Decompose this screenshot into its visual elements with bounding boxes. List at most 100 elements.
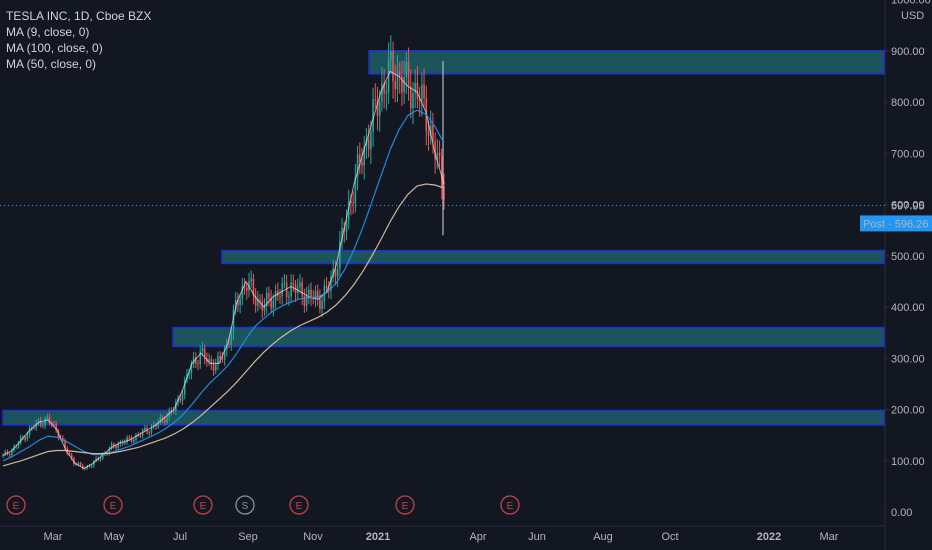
y-tick-label: 200.00 <box>891 405 925 417</box>
candle-body <box>101 454 104 459</box>
event-marker-label: E <box>507 501 514 512</box>
candle-body <box>341 227 343 242</box>
candle-body <box>201 347 204 352</box>
candle-body <box>356 154 359 177</box>
candle-body <box>183 380 186 395</box>
candle-body <box>99 458 102 460</box>
indicator-ma9[interactable]: MA (9, close, 0) <box>6 25 90 39</box>
candle-body <box>370 132 372 150</box>
candle-body <box>124 442 126 444</box>
candle-body <box>279 296 281 298</box>
x-tick-label: Mar <box>820 531 839 543</box>
candle-body <box>121 441 124 444</box>
x-tick-label: 2022 <box>757 531 781 543</box>
candle-body <box>188 373 190 375</box>
candle-body <box>398 71 401 77</box>
candle-body <box>44 418 46 426</box>
indicator-ma50[interactable]: MA (50, close, 0) <box>6 57 97 71</box>
x-tick-label: Jul <box>173 531 187 543</box>
candle-body <box>334 268 337 277</box>
candle-body <box>308 289 310 296</box>
candle-body <box>62 437 64 441</box>
candle-body <box>285 282 288 297</box>
candle-body <box>312 298 315 300</box>
candle-body <box>70 454 73 459</box>
candle-body <box>288 296 290 298</box>
candle-body <box>259 299 261 301</box>
candle-body <box>93 460 95 466</box>
event-marker-label: E <box>110 501 117 512</box>
symbol-title[interactable]: TESLA INC, 1D, Cboe BZX <box>6 9 152 23</box>
candle-body <box>352 202 354 204</box>
candle-body <box>130 438 133 442</box>
candle-body <box>350 201 352 203</box>
candle-body <box>272 300 275 309</box>
chart-legend: TESLA INC, 1D, Cboe BZX MA (9, close, 0)… <box>6 8 151 72</box>
x-tick-label: Jun <box>528 531 546 543</box>
candle-body <box>367 139 370 150</box>
candle-body <box>407 62 410 87</box>
candle-body <box>254 295 257 306</box>
candle-body <box>243 286 246 288</box>
candle-body <box>48 417 51 423</box>
candle-body <box>381 83 383 102</box>
x-tick-label: Oct <box>661 531 678 543</box>
candle-body <box>421 84 423 102</box>
candle-body <box>325 285 328 289</box>
candle-body <box>24 437 26 440</box>
support-resistance-zone <box>221 249 885 265</box>
candle-body <box>17 443 20 447</box>
candle-body <box>339 241 341 270</box>
candle-body <box>268 293 270 299</box>
candle-body <box>15 446 18 448</box>
candle-body <box>383 83 385 94</box>
y-tick-label: 600.00 <box>891 200 925 212</box>
currency-label: USD <box>901 10 924 22</box>
candle-body <box>75 464 77 466</box>
candle-body <box>330 276 332 291</box>
candle-body <box>217 355 219 365</box>
candle-body <box>126 437 128 443</box>
candle-body <box>108 448 111 454</box>
candle-body <box>190 363 193 374</box>
candle-body <box>363 145 366 166</box>
candle-body <box>42 425 44 427</box>
earnings-event-marker <box>6 495 26 515</box>
candle-body <box>440 156 443 186</box>
candle-body <box>409 86 412 108</box>
candle-body <box>301 282 303 297</box>
candle-body <box>117 444 120 448</box>
candle-body <box>241 286 244 300</box>
candle-body <box>321 300 323 309</box>
candle-body <box>64 440 66 449</box>
candle-body <box>261 300 264 311</box>
post-market-label: Post · 596.26 <box>863 218 928 230</box>
candle-body <box>161 417 164 420</box>
candle-body <box>336 269 339 277</box>
y-tick-label: 800.00 <box>891 97 925 109</box>
candle-body <box>412 92 414 108</box>
support-resistance-zone <box>172 326 885 348</box>
indicator-ma100[interactable]: MA (100, close, 0) <box>6 41 103 55</box>
candle-body <box>347 201 350 221</box>
y-tick-label: 0.00 <box>891 507 912 519</box>
candle-body <box>372 99 374 133</box>
candle-body <box>157 422 159 427</box>
candle-body <box>429 125 432 136</box>
candle-body <box>257 299 259 306</box>
candle-body <box>427 131 430 136</box>
candle-body <box>79 463 82 466</box>
candle-body <box>55 424 57 431</box>
candle-body <box>314 291 317 300</box>
candle-body <box>208 359 210 362</box>
candle-body <box>84 468 86 470</box>
candle-body <box>434 141 436 160</box>
candle-body <box>252 278 255 296</box>
event-marker-label: S <box>242 501 249 512</box>
candle-body <box>432 125 434 142</box>
candle-body <box>310 289 312 299</box>
candle-body <box>135 434 137 440</box>
candle-body <box>374 99 377 101</box>
candle-body <box>299 282 301 287</box>
